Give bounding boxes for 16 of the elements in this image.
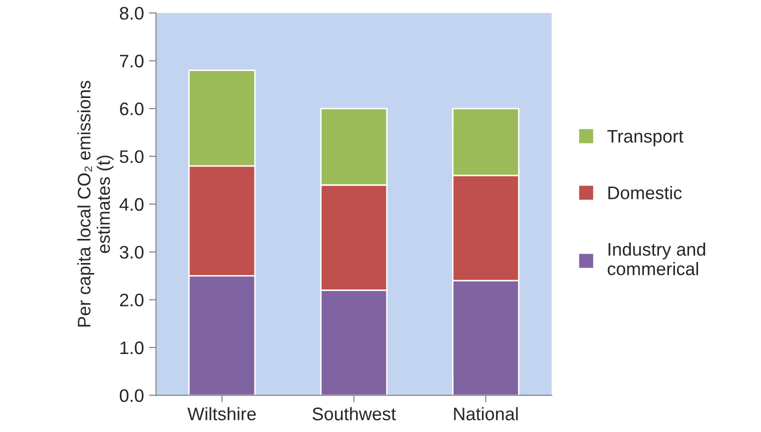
y-tick-label: 7.0	[120, 54, 144, 68]
legend-label: Domestic	[608, 186, 682, 200]
y-tick-label: 2.0	[120, 294, 144, 306]
y-tick-label: 4.0	[120, 198, 144, 211]
y-tick-label: 8.0	[120, 6, 144, 20]
x-tick-label: National	[454, 407, 518, 420]
legend-label: Industry and commerical	[608, 242, 706, 276]
y-tick-label: 3.0	[120, 246, 144, 259]
x-tick-label: Southwest	[312, 407, 396, 420]
y-tick-label: 1.0	[120, 341, 144, 354]
y-tick-label: 0.0	[120, 389, 144, 402]
y-axis-title: Per capita local CO₂ emissions estimates (t)	[77, 80, 114, 327]
x-tick-label: Wiltshire	[187, 407, 256, 420]
y-tick-label: 6.0	[120, 102, 144, 116]
y-tick-label: 5.0	[120, 150, 144, 164]
legend-label: Transport	[607, 130, 684, 146]
